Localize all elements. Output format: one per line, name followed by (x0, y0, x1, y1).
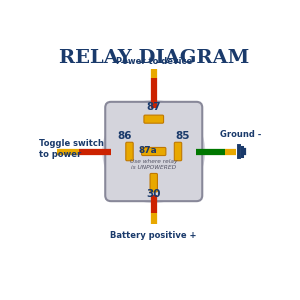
Text: Ground -: Ground - (220, 130, 261, 140)
FancyBboxPatch shape (144, 115, 164, 123)
Text: 86: 86 (117, 131, 132, 142)
Text: 30: 30 (146, 189, 161, 199)
Text: 87a: 87a (139, 146, 157, 155)
Text: Use where relay
is UNPOWERED: Use where relay is UNPOWERED (130, 159, 178, 170)
Text: Battery positive +: Battery positive + (110, 231, 197, 240)
Text: Power to device: Power to device (116, 57, 192, 66)
FancyBboxPatch shape (105, 102, 202, 201)
FancyBboxPatch shape (150, 173, 158, 192)
Text: 85: 85 (176, 131, 190, 142)
Circle shape (103, 101, 205, 202)
FancyBboxPatch shape (126, 142, 133, 161)
Circle shape (115, 112, 193, 191)
FancyBboxPatch shape (142, 148, 166, 155)
Text: Toggle switch
to power: Toggle switch to power (39, 139, 104, 159)
Text: RELAY DIAGRAM: RELAY DIAGRAM (58, 49, 249, 67)
Circle shape (126, 124, 182, 179)
FancyBboxPatch shape (174, 142, 182, 161)
Text: 87: 87 (146, 102, 161, 112)
